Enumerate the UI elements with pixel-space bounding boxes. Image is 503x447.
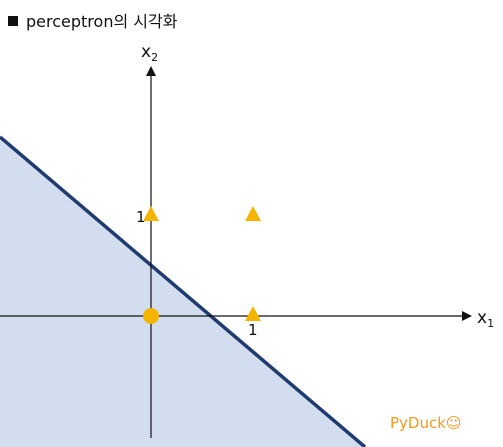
y-tick-label-1: 1 [136, 208, 146, 226]
point-0-1-triangle [143, 206, 159, 221]
title-bullet-square [8, 16, 18, 26]
x-tick-label-1: 1 [248, 321, 258, 339]
title-text: perceptron의 시각화 [26, 12, 178, 31]
y-axis-label: x2 [141, 42, 158, 64]
x-axis-arrow-icon [462, 311, 472, 321]
point-1-0-triangle [245, 306, 261, 321]
y-axis-arrow-icon [146, 66, 156, 76]
pyduck-watermark: PyDuck☺ [390, 414, 462, 432]
point-0-0-circle [143, 308, 159, 324]
page-title: perceptron의 시각화 [8, 8, 177, 32]
point-1-1-triangle [245, 206, 261, 221]
decision-boundary-line [0, 135, 367, 447]
x-axis-label: x1 [477, 308, 494, 330]
